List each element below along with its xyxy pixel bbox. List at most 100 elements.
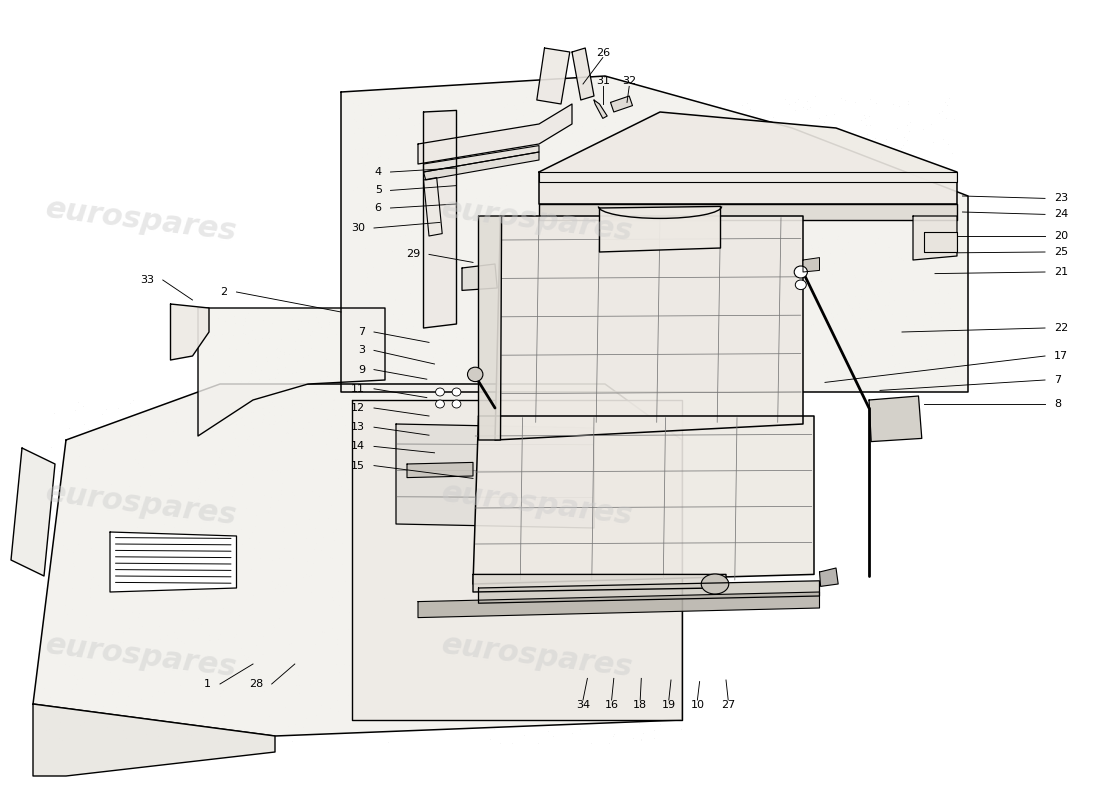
Point [553, 190, 571, 202]
Point [307, 537, 324, 550]
Point [800, 256, 817, 269]
Point [769, 374, 786, 386]
Point [346, 419, 364, 432]
Point [500, 344, 518, 357]
Point [587, 567, 605, 580]
Point [450, 582, 468, 594]
Point [532, 598, 550, 611]
Point [766, 370, 783, 382]
Point [447, 589, 464, 602]
Point [714, 314, 732, 326]
Point [279, 426, 297, 439]
Point [581, 410, 598, 423]
Point [186, 415, 204, 428]
Point [579, 366, 596, 378]
Point [274, 402, 292, 414]
Point [632, 422, 650, 435]
Point [569, 307, 586, 320]
Point [650, 413, 668, 426]
Point [272, 435, 289, 448]
Point [646, 246, 663, 259]
Point [563, 273, 581, 286]
Point [790, 326, 807, 338]
Point [940, 247, 958, 260]
Point [383, 366, 400, 379]
Text: 26: 26 [596, 48, 609, 58]
Point [340, 483, 358, 496]
Point [411, 642, 429, 654]
Point [441, 243, 459, 256]
Point [253, 679, 271, 692]
Point [322, 420, 340, 433]
Point [512, 347, 529, 360]
Point [92, 550, 110, 563]
Point [381, 698, 398, 711]
Point [536, 472, 553, 485]
Point [588, 423, 606, 436]
Point [585, 404, 603, 417]
Point [254, 402, 272, 415]
Point [636, 320, 653, 333]
Point [648, 440, 666, 453]
Point [124, 394, 142, 407]
Point [279, 347, 297, 360]
Point [424, 570, 441, 582]
Point [490, 594, 507, 607]
Point [366, 608, 384, 621]
Point [613, 542, 630, 554]
Point [826, 126, 844, 138]
Point [619, 474, 637, 486]
Point [239, 386, 256, 398]
Point [251, 440, 268, 453]
Point [654, 351, 672, 364]
Point [718, 329, 736, 342]
Point [448, 479, 465, 492]
Point [95, 417, 112, 430]
Point [227, 342, 244, 355]
Point [185, 614, 202, 626]
Point [346, 114, 364, 127]
Point [308, 387, 326, 400]
Point [566, 146, 584, 158]
Text: eurospares: eurospares [44, 630, 239, 682]
Point [441, 698, 459, 710]
Point [483, 363, 500, 376]
Point [844, 302, 861, 314]
Point [189, 611, 207, 624]
Point [934, 314, 952, 327]
Point [368, 619, 386, 632]
Point [236, 311, 254, 324]
Point [594, 219, 612, 232]
Point [824, 268, 842, 281]
Point [719, 355, 737, 368]
Point [685, 354, 703, 366]
Point [238, 433, 255, 446]
Point [890, 196, 908, 209]
Point [51, 465, 68, 478]
Point [614, 92, 631, 105]
Point [603, 537, 620, 550]
Point [484, 258, 502, 271]
Point [503, 658, 520, 671]
Point [669, 571, 686, 584]
Point [261, 418, 278, 430]
Point [370, 151, 387, 164]
Point [582, 302, 600, 315]
Point [557, 257, 574, 270]
Point [609, 300, 627, 313]
Point [566, 690, 584, 703]
Point [740, 168, 758, 181]
Point [209, 654, 227, 666]
Point [221, 342, 239, 354]
Polygon shape [869, 396, 922, 442]
Point [704, 231, 722, 244]
Point [631, 333, 649, 346]
Point [213, 394, 231, 407]
Point [178, 570, 196, 583]
Point [268, 342, 286, 354]
Point [447, 460, 464, 473]
Text: 13: 13 [351, 422, 365, 432]
Point [205, 329, 222, 342]
Point [201, 535, 219, 548]
Point [434, 134, 452, 146]
